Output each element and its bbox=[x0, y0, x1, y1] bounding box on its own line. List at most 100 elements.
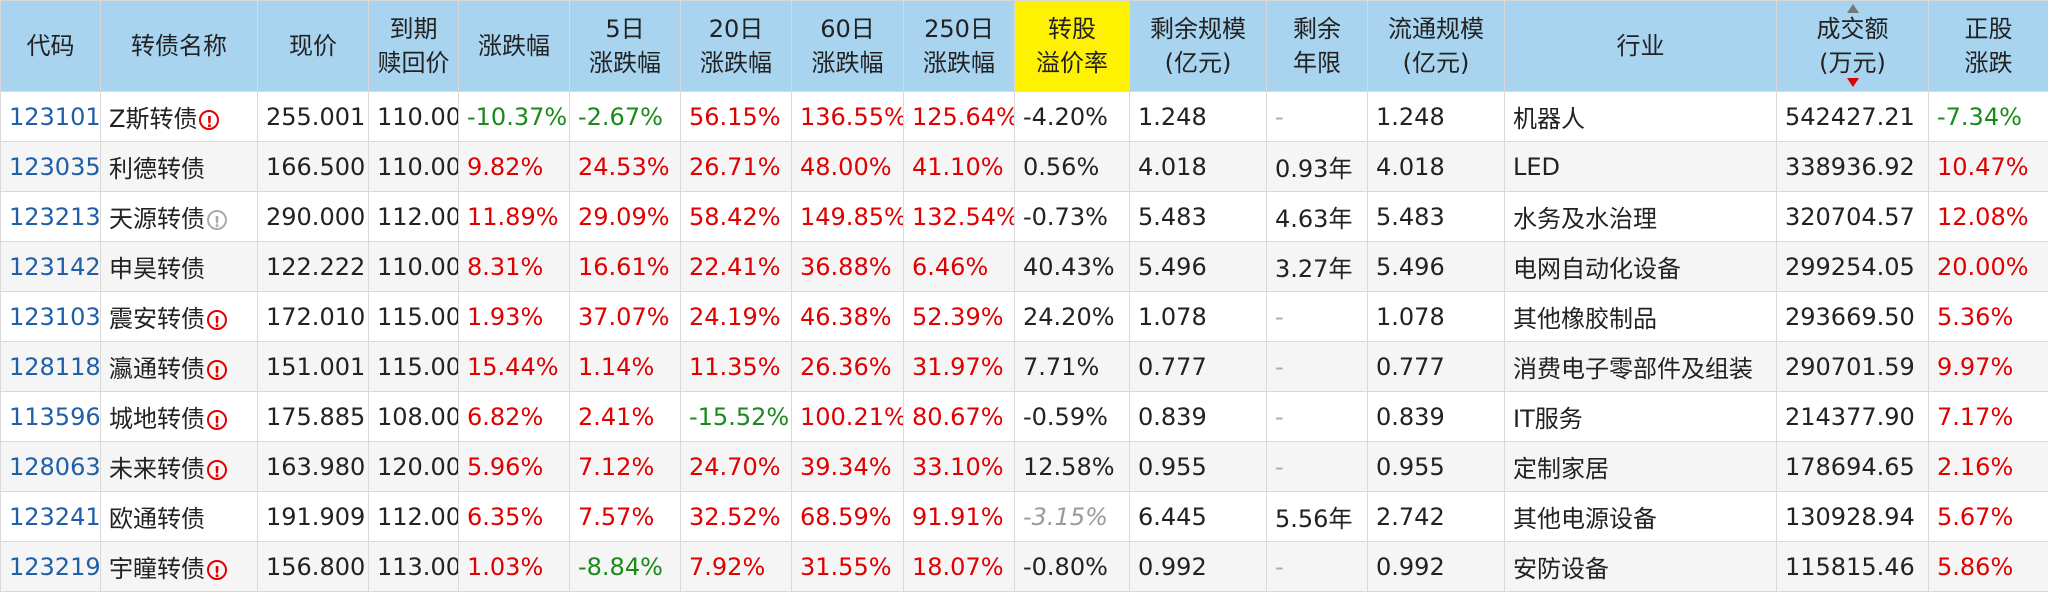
cell-code[interactable]: 123101 bbox=[0, 91, 101, 142]
cell-remain: 5.496 bbox=[1129, 241, 1267, 292]
cell-value: 20.00% bbox=[1937, 252, 2029, 281]
cell-years: 5.56年 bbox=[1266, 491, 1368, 542]
cell-value: IT服务 bbox=[1513, 405, 1583, 433]
cell-code[interactable]: 123035 bbox=[0, 141, 101, 192]
cell-name[interactable]: Z斯转债! bbox=[100, 91, 258, 142]
cell-code[interactable]: 123219 bbox=[0, 541, 101, 592]
cell-turnover: 338936.92 bbox=[1776, 141, 1929, 192]
cell-code[interactable]: 123213 bbox=[0, 191, 101, 242]
column-header-chg250[interactable]: 250日 涨跌幅 bbox=[903, 0, 1015, 92]
cell-value: 52.39% bbox=[912, 302, 1004, 331]
table-row[interactable]: 123142 申昊转债 122.222 110.00 8.31% 16.61% 22.41%… bbox=[0, 241, 2048, 292]
header-label: 流通规模 bbox=[1388, 15, 1484, 43]
column-header-premium[interactable]: 转股 溢价率 bbox=[1014, 0, 1130, 92]
cell-value: 0.955 bbox=[1138, 452, 1207, 481]
column-header-name[interactable]: 转债名称 bbox=[100, 0, 258, 92]
cell-years: 0.93年 bbox=[1266, 141, 1368, 192]
column-header-industry[interactable]: 行业 bbox=[1504, 0, 1777, 92]
table-row[interactable]: 113596 城地转债! 175.885 108.00 6.82% 2.41% -15.52… bbox=[0, 391, 2048, 442]
cell-value: 申昊转债 bbox=[109, 255, 205, 283]
cell-remain: 0.992 bbox=[1129, 541, 1267, 592]
cell-float: 0.992 bbox=[1367, 541, 1505, 592]
cell-code[interactable]: 123241 bbox=[0, 491, 101, 542]
cell-stock: -7.34% bbox=[1928, 91, 2048, 142]
cell-code[interactable]: 123103 bbox=[0, 291, 101, 342]
cell-value: 100.21% bbox=[800, 402, 904, 431]
cell-premium: 40.43% bbox=[1014, 241, 1130, 292]
cell-value: 338936.92 bbox=[1785, 152, 1915, 181]
warning-circle-icon[interactable]: ! bbox=[207, 210, 227, 231]
cell-name[interactable]: 欧通转债 bbox=[100, 491, 258, 542]
cell-value: 128118 bbox=[9, 352, 101, 381]
column-header-chg5[interactable]: 5日 涨跌幅 bbox=[569, 0, 681, 92]
cell-turnover: 320704.57 bbox=[1776, 191, 1929, 242]
warning-circle-icon[interactable]: ! bbox=[207, 310, 227, 331]
column-header-stock[interactable]: 正股 涨跌 bbox=[1928, 0, 2048, 92]
cell-name[interactable]: 申昊转债 bbox=[100, 241, 258, 292]
cell-value: 128063 bbox=[9, 452, 101, 481]
warning-circle-icon[interactable]: ! bbox=[207, 410, 227, 431]
cell-value: 5.496 bbox=[1138, 252, 1207, 281]
cell-code[interactable]: 113596 bbox=[0, 391, 101, 442]
cell-float: 2.742 bbox=[1367, 491, 1505, 542]
cell-industry: 其他橡胶制品 bbox=[1504, 291, 1777, 342]
cell-value: 5.96% bbox=[467, 452, 544, 481]
cell-value: 163.980 bbox=[266, 452, 366, 481]
cell-value: 0.992 bbox=[1376, 552, 1445, 581]
table-row[interactable]: 123035 利德转债 166.500 110.00 9.82% 24.53% 26.71%… bbox=[0, 141, 2048, 192]
cell-value: 电网自动化设备 bbox=[1513, 255, 1681, 283]
cell-stock: 20.00% bbox=[1928, 241, 2048, 292]
column-header-remain[interactable]: 剩余规模 (亿元) bbox=[1129, 0, 1267, 92]
sort-descending-icon[interactable] bbox=[1846, 78, 1859, 87]
cell-code[interactable]: 128063 bbox=[0, 441, 101, 492]
cell-value: 122.222 bbox=[266, 252, 366, 281]
cell-code[interactable]: 123142 bbox=[0, 241, 101, 292]
table-row[interactable]: 123103 震安转债! 172.010 115.00 1.93% 37.07% 24.19… bbox=[0, 291, 2048, 342]
table-row[interactable]: 123101 Z斯转债! 255.001 110.00 -10.37% -2.67% 56.… bbox=[0, 91, 2048, 142]
cell-name[interactable]: 震安转债! bbox=[100, 291, 258, 342]
column-header-code[interactable]: 代码 bbox=[0, 0, 101, 92]
warning-circle-icon[interactable]: ! bbox=[199, 110, 220, 131]
cell-price: 122.222 bbox=[257, 241, 369, 292]
cell-value: - bbox=[1275, 352, 1284, 381]
column-header-price[interactable]: 现价 bbox=[257, 0, 369, 92]
sort-ascending-icon[interactable] bbox=[1846, 4, 1859, 13]
table-row[interactable]: 123213 天源转债! 290.000 112.00 11.89% 29.09% 58.4… bbox=[0, 191, 2048, 242]
cell-name[interactable]: 瀛通转债! bbox=[100, 341, 258, 392]
table-row[interactable]: 128118 瀛通转债! 151.001 115.00 15.44% 1.14% 11.35… bbox=[0, 341, 2048, 392]
column-header-chg[interactable]: 涨跌幅 bbox=[458, 0, 570, 92]
cell-chg20: 58.42% bbox=[680, 191, 792, 242]
cell-name[interactable]: 宇瞳转债! bbox=[100, 541, 258, 592]
warning-circle-icon[interactable]: ! bbox=[207, 560, 227, 581]
cell-chg20: 26.71% bbox=[680, 141, 792, 192]
cell-chg5: 7.12% bbox=[569, 441, 681, 492]
table-row[interactable]: 123241 欧通转债 191.909 112.00 6.35% 7.57% 32.52% 6… bbox=[0, 491, 2048, 542]
column-header-float[interactable]: 流通规模 (亿元) bbox=[1367, 0, 1505, 92]
table-row[interactable]: 123219 宇瞳转债! 156.800 113.00 1.03% -8.84% 7.92%… bbox=[0, 541, 2048, 592]
table-row[interactable]: 128063 未来转债! 163.980 120.00 5.96% 7.12% 24.70%… bbox=[0, 441, 2048, 492]
cell-code[interactable]: 128118 bbox=[0, 341, 101, 392]
cell-turnover: 290701.59 bbox=[1776, 341, 1929, 392]
cell-value: - bbox=[1275, 552, 1284, 581]
warning-circle-icon[interactable]: ! bbox=[207, 460, 227, 481]
cell-industry: 水务及水治理 bbox=[1504, 191, 1777, 242]
cell-chg: 6.82% bbox=[458, 391, 570, 442]
cell-value: 175.885 bbox=[266, 402, 366, 431]
cell-name[interactable]: 未来转债! bbox=[100, 441, 258, 492]
cell-chg60: 31.55% bbox=[791, 541, 904, 592]
cell-value: 24.70% bbox=[689, 452, 781, 481]
cell-value: 112.00 bbox=[377, 502, 459, 531]
column-header-years[interactable]: 剩余 年限 bbox=[1266, 0, 1368, 92]
column-header-turnover[interactable]: 成交额 (万元) bbox=[1776, 0, 1929, 92]
header-row: 代码 转债名称 现价 到期 赎回价 涨跌幅 5日 涨跌幅 20日 涨跌幅 60日 涨跌幅 250日 涨跌幅… bbox=[0, 0, 2048, 92]
cell-name[interactable]: 利德转债 bbox=[100, 141, 258, 192]
column-header-redeem[interactable]: 到期 赎回价 bbox=[368, 0, 459, 92]
cell-years: - bbox=[1266, 541, 1368, 592]
cell-name[interactable]: 天源转债! bbox=[100, 191, 258, 242]
column-header-chg20[interactable]: 20日 涨跌幅 bbox=[680, 0, 792, 92]
column-header-chg60[interactable]: 60日 涨跌幅 bbox=[791, 0, 904, 92]
cell-value: 149.85% bbox=[800, 202, 904, 231]
warning-circle-icon[interactable]: ! bbox=[207, 360, 227, 381]
cell-name[interactable]: 城地转债! bbox=[100, 391, 258, 442]
cell-value: 56.15% bbox=[689, 102, 781, 131]
